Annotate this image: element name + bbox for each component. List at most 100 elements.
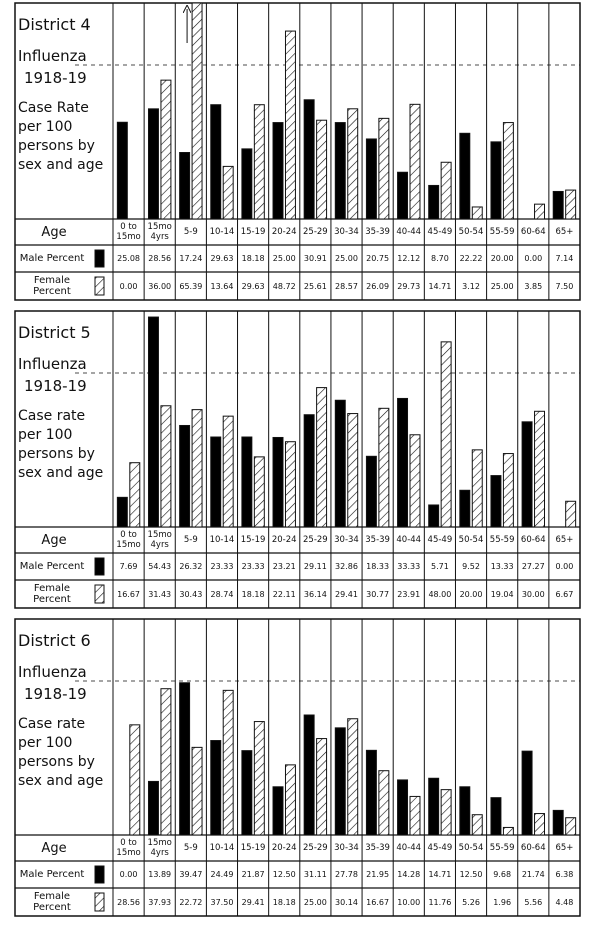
bar — [210, 436, 222, 528]
x-tick-label: 5-9 — [183, 843, 198, 853]
x-tick-label: 5-9 — [183, 535, 198, 545]
bar — [210, 740, 222, 836]
bar — [210, 104, 222, 220]
bar — [409, 434, 421, 528]
y-axis-label: Case rate per 100 persons by sex and age — [18, 716, 104, 789]
bar — [565, 500, 577, 528]
bar — [241, 750, 253, 836]
bar — [347, 718, 359, 836]
x-tick-label: 0 to 15mo — [116, 222, 141, 242]
bar — [222, 689, 234, 836]
bar — [378, 407, 390, 528]
bar — [253, 456, 265, 528]
x-tick-label: 60-64 — [520, 535, 546, 545]
x-tick-label: 60-64 — [520, 227, 546, 237]
chart-subtitle: 1918-19 — [24, 69, 87, 87]
legend-label: Male Percent — [19, 253, 85, 264]
bar — [347, 108, 359, 220]
bar — [334, 122, 346, 220]
bar — [316, 119, 328, 220]
value-label: 6.38 — [555, 870, 574, 879]
bar — [179, 152, 191, 220]
value-label: 23.21 — [272, 562, 296, 571]
x-tick-label: 55-59 — [489, 843, 515, 853]
bar — [378, 770, 390, 836]
value-label: 10.00 — [397, 897, 421, 907]
value-label: 24.49 — [210, 870, 234, 879]
bar — [365, 749, 377, 836]
value-label: 26.32 — [179, 562, 203, 571]
bar — [552, 190, 564, 220]
value-label: 13.89 — [148, 870, 172, 879]
x-tick-label: 60-64 — [520, 843, 546, 853]
value-label: 21.95 — [366, 870, 390, 879]
x-tick-label: 25-29 — [303, 227, 328, 237]
x-tick-label: 65+ — [555, 227, 574, 237]
bar — [440, 341, 452, 528]
value-label: 30.00 — [521, 589, 545, 599]
legend-label: Female Percent — [33, 583, 71, 605]
value-label: 9.52 — [462, 562, 480, 571]
value-label: 23.33 — [210, 562, 234, 571]
bar — [222, 415, 234, 528]
value-label: 32.86 — [335, 562, 358, 571]
y-axis-label: Case Rate per 100 persons by sex and age — [18, 100, 104, 173]
value-label: 16.67 — [366, 897, 390, 907]
value-label: 29.11 — [303, 562, 327, 571]
bar — [459, 489, 471, 528]
value-label: 28.57 — [335, 281, 358, 291]
value-label: 28.56 — [148, 254, 172, 263]
x-tick-label: 20-24 — [271, 843, 297, 853]
value-label: 29.63 — [210, 254, 234, 263]
x-tick-label: 5-9 — [183, 227, 198, 237]
bar — [502, 122, 514, 220]
x-tick-label: 40-44 — [396, 843, 422, 853]
x-tick-label: 15mo 4yrs — [147, 530, 172, 550]
value-label: 14.71 — [428, 281, 452, 291]
x-tick-label: 65+ — [555, 843, 574, 853]
bar — [303, 99, 315, 220]
x-tick-label: 15mo 4yrs — [147, 838, 172, 858]
bar — [552, 809, 564, 836]
value-label: 0.00 — [555, 562, 574, 571]
value-label: 20.75 — [366, 254, 390, 263]
chart-title: District 5 — [18, 323, 91, 342]
value-label: 4.48 — [555, 897, 574, 907]
x-tick-label: 30-34 — [334, 843, 359, 853]
bar — [129, 462, 141, 528]
x-tick-label: 35-39 — [365, 843, 390, 853]
value-label: 27.78 — [335, 870, 358, 879]
value-label: 23.91 — [397, 589, 421, 599]
value-label: 22.72 — [179, 897, 203, 907]
value-label: 16.67 — [117, 589, 141, 599]
value-label: 48.72 — [272, 281, 296, 291]
legend-label: Male Percent — [19, 561, 85, 572]
x-tick-label: 0 to 15mo — [116, 530, 141, 550]
bar — [397, 171, 409, 220]
value-label: 22.22 — [459, 254, 483, 263]
chart-subtitle: 1918-19 — [24, 685, 87, 703]
legend-swatch — [94, 276, 105, 296]
value-label: 12.50 — [272, 870, 296, 879]
legend-swatch — [94, 584, 105, 604]
value-label: 9.68 — [493, 870, 512, 879]
value-label: 29.41 — [335, 589, 358, 599]
bar — [191, 2, 203, 220]
bar — [241, 148, 253, 220]
legend-swatch — [94, 892, 105, 912]
x-tick-label: 15-19 — [240, 843, 266, 853]
bar — [565, 817, 577, 836]
legend-label: Female Percent — [33, 275, 71, 297]
value-label: 29.63 — [241, 281, 265, 291]
bar — [116, 121, 128, 220]
bar — [160, 688, 172, 836]
value-label: 13.33 — [490, 562, 514, 571]
bar — [440, 789, 452, 836]
bar — [428, 504, 440, 528]
bar — [347, 413, 359, 528]
value-label: 12.12 — [397, 254, 421, 263]
x-tick-label: 0 to 15mo — [116, 838, 141, 858]
value-label: 48.00 — [428, 589, 452, 599]
value-label: 21.74 — [521, 870, 545, 879]
